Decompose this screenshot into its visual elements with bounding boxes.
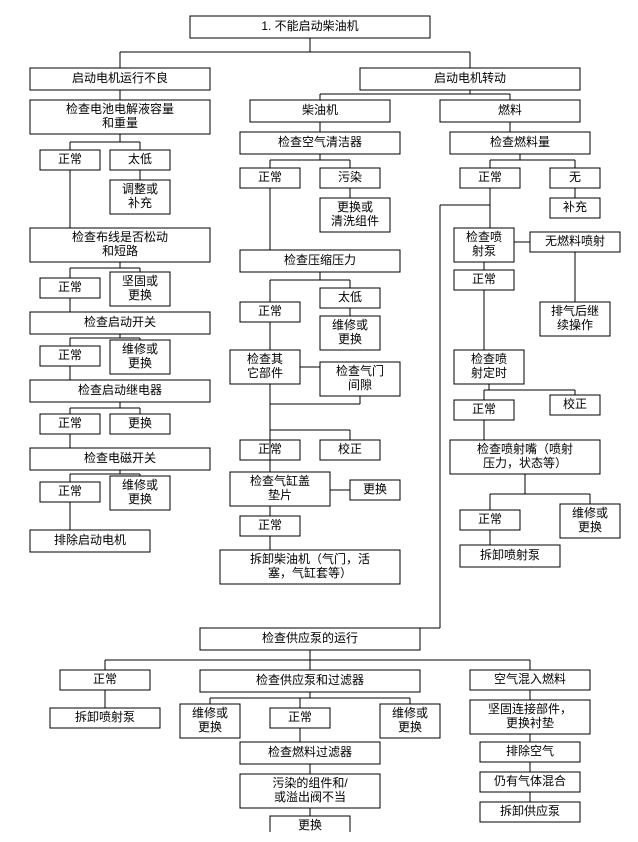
node-c3-l1: 调整或 — [122, 181, 158, 196]
node-f7-l1: 排气后继 — [551, 303, 599, 318]
node-d1: 正常 — [258, 170, 282, 184]
node-g4-l2: 射定时 — [471, 365, 507, 380]
node-c1: 正常 — [58, 152, 82, 166]
node-e1-l2: 和短路 — [102, 243, 138, 258]
node-c2: 太低 — [128, 151, 152, 166]
node-k1: 检查电磁开关 — [84, 450, 156, 465]
node-i3: 更换 — [363, 482, 387, 496]
node-j4: 正常 — [478, 512, 502, 526]
node-g3-l1: 检查气门 — [336, 363, 384, 378]
node-a1: 启动电机运行不良 — [72, 70, 168, 85]
node-t1-l1: 污染的组件和/ — [272, 775, 348, 790]
node-f7-l2: 续操作 — [557, 317, 593, 332]
node-l2-l1: 维修或 — [122, 477, 158, 492]
node-c5: 检查燃料量 — [490, 134, 550, 149]
node-g2-l2: 它部件 — [247, 365, 283, 380]
node-j1: 正常 — [58, 416, 82, 430]
flowchart-diagram: 1. 不能启动柴油机 启动电机运行不良 启动电机转动 检查电池电解液容量 和重量… — [10, 10, 628, 832]
node-d2: 污染 — [338, 169, 362, 184]
node-a2: 启动电机转动 — [434, 70, 506, 85]
node-k3: 拆卸喷射泵 — [480, 547, 540, 562]
node-r4-l2: 更换 — [398, 720, 422, 734]
node-h6: 校正 — [563, 396, 587, 411]
node-h4: 校正 — [338, 441, 362, 456]
node-s2: 排除空气 — [506, 743, 554, 758]
node-d3-l1: 更换或 — [337, 200, 373, 214]
node-q3: 空气混入燃料 — [494, 671, 566, 686]
node-e1-l1: 检查布线是否松动 — [72, 229, 168, 244]
node-j2: 更换 — [128, 416, 152, 430]
node-f5-l1: 维修或 — [332, 317, 368, 332]
node-g4-l1: 检查喷 — [471, 351, 507, 366]
node-i4-l1: 检查喷射嘴（喷射 — [477, 441, 573, 456]
node-k2-l1: 拆卸柴油机（气门，活 — [250, 551, 370, 566]
node-h2-l2: 更换 — [128, 356, 152, 370]
node-e3-l2: 射泵 — [472, 243, 496, 258]
node-d4: 正常 — [478, 170, 502, 184]
node-e2: 检查压缩压力 — [284, 252, 356, 267]
node-r3: 正常 — [288, 710, 312, 724]
node-j5-l2: 更换 — [578, 520, 602, 534]
node-f2-l2: 更换 — [128, 288, 152, 302]
node-root: 1. 不能启动柴油机 — [261, 19, 358, 33]
node-b3: 燃料 — [498, 102, 522, 117]
node-d3-l2: 清洗组件 — [331, 214, 379, 228]
node-r5-l2: 更换衬垫 — [506, 715, 554, 730]
node-f5-l2: 更换 — [338, 332, 362, 346]
node-p1: 检查供应泵的运行 — [262, 630, 358, 645]
node-b1-l1: 检查电池电解液容量 — [66, 101, 174, 116]
node-l1: 正常 — [58, 484, 82, 498]
node-r5-l1: 坚固连接部件， — [488, 701, 572, 716]
node-f4: 太低 — [338, 289, 362, 304]
node-e3-l1: 检查喷 — [466, 229, 502, 244]
node-f3: 正常 — [258, 304, 282, 318]
node-m1: 排除启动电机 — [54, 532, 126, 547]
node-b1-l2: 和重量 — [102, 116, 138, 130]
node-b2: 柴油机 — [302, 103, 338, 117]
node-f2-l1: 坚固或 — [122, 274, 158, 288]
node-r1: 拆卸喷射泵 — [75, 709, 135, 724]
node-j5-l1: 维修或 — [572, 505, 608, 520]
node-i2-l2: 垫片 — [268, 487, 292, 502]
node-h2-l1: 维修或 — [122, 341, 158, 356]
node-d5: 无 — [569, 170, 581, 184]
node-q2: 检查供应泵和过滤器 — [256, 672, 364, 687]
node-r2-l1: 维修或 — [192, 705, 228, 720]
node-t2: 仍有气体混合 — [494, 773, 566, 788]
node-f6: 正常 — [472, 272, 496, 286]
node-c4: 检查空气清洁器 — [278, 134, 362, 149]
node-i1: 检查启动继电器 — [78, 382, 162, 397]
node-q1: 正常 — [93, 672, 117, 686]
node-r4-l1: 维修或 — [392, 705, 428, 720]
node-i4-l2: 压力，状态等） — [483, 456, 567, 470]
node-h1: 正常 — [58, 348, 82, 362]
node-g3-l2: 间隙 — [348, 378, 372, 392]
node-u2: 拆卸供应泵 — [500, 803, 560, 818]
node-c3-l2: 补充 — [128, 195, 152, 210]
node-e4: 无燃料喷射 — [545, 233, 605, 248]
node-g1: 检查启动开关 — [84, 314, 156, 329]
node-i2-l1: 检查气缸盖 — [250, 473, 310, 488]
node-r2-l2: 更换 — [198, 720, 222, 734]
node-l2-l2: 更换 — [128, 492, 152, 506]
node-h5: 正常 — [472, 402, 496, 416]
node-u1: 更换 — [298, 818, 322, 832]
node-t1-l2: 或溢出阀不当 — [274, 790, 346, 804]
node-g2-l1: 检查其 — [247, 351, 283, 366]
node-j3: 正常 — [258, 518, 282, 532]
node-f1: 正常 — [58, 280, 82, 294]
node-k2-l2: 塞，气缸套等） — [268, 565, 352, 580]
node-s1: 检查燃料过滤器 — [268, 744, 352, 759]
node-d6: 补充 — [563, 199, 587, 214]
